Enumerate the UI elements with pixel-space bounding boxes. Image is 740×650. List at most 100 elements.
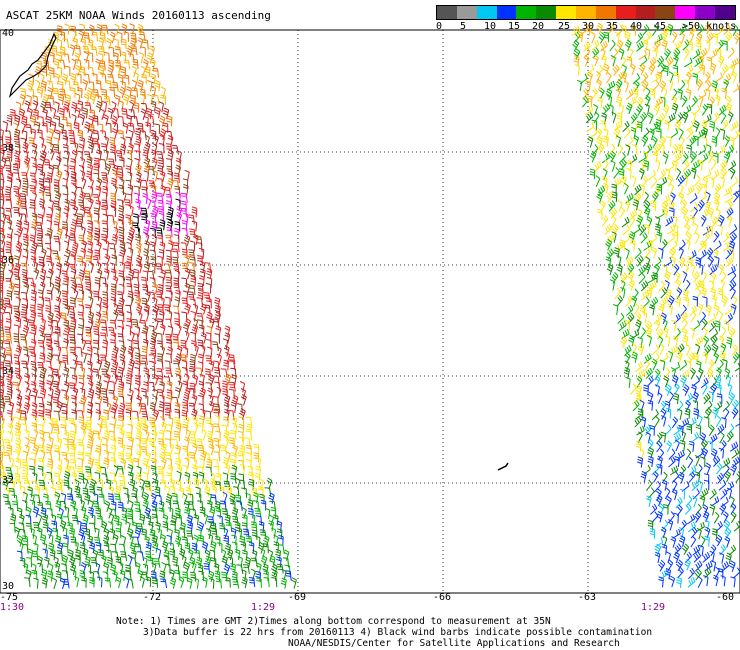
wind-barb <box>93 163 100 175</box>
wind-barb <box>713 240 722 251</box>
wind-barb <box>630 383 637 395</box>
wind-barb <box>700 439 708 451</box>
wind-barb <box>242 528 250 539</box>
wind-barb <box>710 377 718 389</box>
wind-barb <box>107 64 114 77</box>
wind-barb <box>663 48 671 60</box>
wind-barb <box>609 39 616 52</box>
wind-barb <box>156 178 163 189</box>
wind-barb <box>55 570 62 582</box>
wind-barb <box>616 39 624 52</box>
wind-barb <box>724 304 733 316</box>
wind-barb <box>611 231 617 243</box>
wind-barb <box>21 339 28 350</box>
wind-barb <box>113 226 119 239</box>
wind-barb <box>126 374 132 386</box>
wind-barb <box>51 45 58 56</box>
wind-barb <box>71 218 78 231</box>
wind-barb <box>190 310 196 322</box>
wind-barb <box>134 352 141 364</box>
wind-barb <box>144 480 151 491</box>
wind-barb <box>690 167 697 179</box>
wind-barb <box>30 249 36 261</box>
wind-barb <box>62 578 70 589</box>
wind-barb <box>608 150 616 163</box>
wind-barb <box>80 395 87 407</box>
wind-barb <box>190 436 197 448</box>
wind-barb <box>707 207 714 219</box>
wind-barb <box>635 319 642 331</box>
wind-barb <box>87 135 94 148</box>
wind-barb <box>125 409 132 420</box>
wind-barb <box>134 128 141 140</box>
wind-barb <box>634 184 642 196</box>
wind-barb <box>664 279 670 292</box>
wind-barb <box>101 423 109 434</box>
wind-barb <box>94 450 101 462</box>
wind-barb <box>108 485 114 498</box>
wind-barb <box>221 380 228 392</box>
wind-barb <box>670 256 676 268</box>
wind-barb <box>20 485 26 497</box>
wind-barb <box>596 22 603 35</box>
wind-barb <box>593 161 602 173</box>
wind-barb <box>121 108 128 119</box>
wind-barb <box>229 458 236 470</box>
wind-barb <box>720 342 727 355</box>
wind-barb <box>22 177 29 189</box>
wind-barb <box>43 556 50 568</box>
wind-barb <box>81 351 87 364</box>
wind-barb <box>223 429 230 442</box>
wind-barb <box>232 578 240 589</box>
wind-barb <box>92 130 100 141</box>
wind-barb <box>161 540 169 553</box>
wind-barb <box>165 493 173 506</box>
wind-barb <box>155 547 162 560</box>
wind-barb <box>80 338 87 351</box>
wind-barb <box>183 234 191 247</box>
wind-barb <box>37 116 45 127</box>
wind-barb <box>634 302 640 315</box>
wind-barb <box>683 79 690 91</box>
wind-barb <box>140 65 146 78</box>
wind-barb <box>29 493 35 505</box>
wind-barb <box>248 577 256 588</box>
wind-barb <box>82 46 90 56</box>
wind-barb <box>31 550 39 561</box>
wind-barb <box>112 81 119 92</box>
wind-barb <box>6 373 13 385</box>
wind-barb <box>620 71 628 83</box>
wind-barb <box>63 325 71 337</box>
wind-barb <box>654 543 662 556</box>
wind-barb <box>181 297 189 308</box>
wind-barb <box>46 213 52 225</box>
wind-barb <box>184 471 191 484</box>
wind-barb <box>62 185 69 196</box>
wind-barb <box>127 122 135 133</box>
wind-barb <box>101 473 108 484</box>
wind-barb <box>695 40 702 51</box>
wind-barb <box>41 122 48 133</box>
wind-barb <box>191 220 198 232</box>
wind-barb <box>63 506 70 518</box>
wind-barb <box>215 507 222 519</box>
wind-barb <box>162 521 169 532</box>
wind-barb <box>647 399 654 411</box>
wind-barb <box>262 543 269 554</box>
wind-barb <box>13 185 20 197</box>
wind-barb <box>595 175 601 188</box>
wind-barb <box>141 297 148 308</box>
wind-barb <box>717 224 723 236</box>
wind-barb <box>62 570 69 581</box>
wind-barb <box>0 248 5 259</box>
wind-barb <box>92 89 100 99</box>
wind-barb <box>716 462 723 475</box>
wind-barb <box>166 472 172 483</box>
wind-barb <box>638 272 646 285</box>
wind-barb <box>151 190 158 203</box>
wind-barb <box>670 127 679 139</box>
wind-barb <box>63 458 70 470</box>
wind-barb <box>700 377 709 389</box>
wind-barb <box>165 143 173 154</box>
wind-barb <box>158 401 165 413</box>
